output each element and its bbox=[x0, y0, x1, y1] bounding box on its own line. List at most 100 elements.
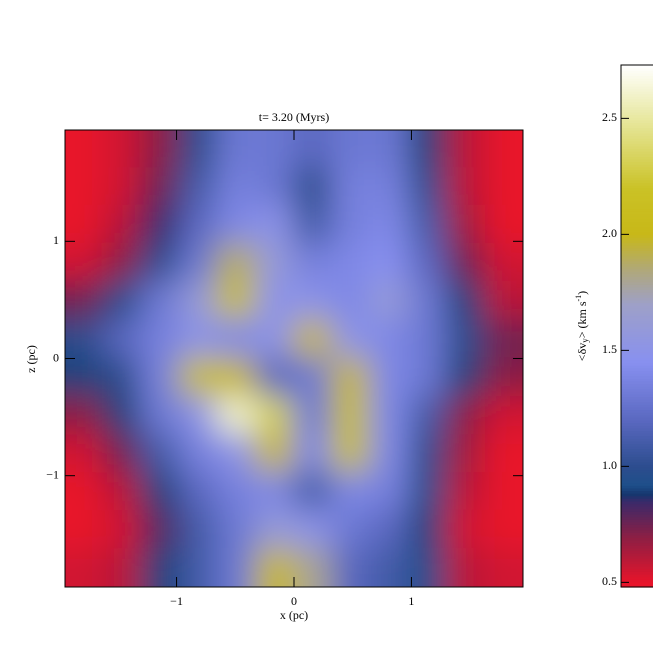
colorbar-strip bbox=[621, 78, 653, 82]
y-axis-label: z (pc) bbox=[24, 345, 38, 373]
colorbar-strip bbox=[621, 169, 653, 173]
heat-cell bbox=[292, 433, 333, 474]
colorbar-strip bbox=[621, 401, 653, 405]
heat-cell bbox=[369, 509, 410, 550]
colorbar-tick-label: 1.0 bbox=[602, 458, 617, 472]
colorbar-strip bbox=[621, 495, 653, 499]
colorbar-strip bbox=[621, 393, 653, 398]
heat-cell bbox=[102, 243, 143, 284]
heat-cell bbox=[292, 395, 333, 436]
heat-cell bbox=[445, 395, 486, 436]
colorbar-strip bbox=[621, 500, 653, 505]
colorbar-strip bbox=[621, 566, 653, 570]
heat-cell bbox=[292, 167, 333, 208]
heat-cell bbox=[65, 395, 104, 436]
heat-cell bbox=[65, 130, 104, 169]
heat-cell bbox=[216, 548, 257, 587]
colorbar-strip bbox=[621, 117, 653, 121]
colorbar-strip bbox=[621, 83, 653, 87]
colorbar-strip bbox=[621, 456, 653, 460]
heat-cell bbox=[255, 357, 296, 398]
heat-cell bbox=[292, 357, 333, 398]
heat-cell bbox=[407, 243, 448, 284]
heat-cell bbox=[445, 167, 486, 208]
heatmap-area bbox=[65, 130, 523, 587]
colorbar-strip bbox=[621, 148, 653, 152]
heat-cell bbox=[102, 167, 143, 208]
colorbar-strip bbox=[621, 91, 653, 95]
x-tick-label: 1 bbox=[408, 594, 414, 608]
colorbar-strip bbox=[621, 151, 653, 155]
colorbar-strip bbox=[621, 326, 653, 330]
heat-cell bbox=[102, 204, 143, 245]
colorbar-strip bbox=[621, 451, 653, 455]
colorbar-strip bbox=[621, 375, 653, 379]
colorbar-strip bbox=[621, 571, 653, 575]
colorbar-strip bbox=[621, 158, 653, 163]
colorbar-strip bbox=[621, 344, 653, 348]
colorbar-strip bbox=[621, 260, 653, 264]
heat-cell bbox=[102, 548, 143, 587]
colorbar-strip bbox=[621, 540, 653, 544]
colorbar-strip bbox=[621, 461, 653, 465]
colorbar-strip bbox=[621, 130, 653, 134]
colorbar-strip bbox=[621, 101, 653, 105]
colorbar-strip bbox=[621, 320, 653, 324]
heat-cell bbox=[65, 204, 104, 245]
colorbar-strip bbox=[621, 493, 653, 497]
colorbar-strip bbox=[621, 65, 653, 69]
colorbar-strip bbox=[621, 328, 653, 332]
colorbar-strip bbox=[621, 289, 653, 293]
heat-cell bbox=[292, 509, 333, 550]
y-tick-label: 0 bbox=[53, 350, 59, 364]
colorbar-strip bbox=[621, 513, 653, 518]
colorbar-tick-label: 0.5 bbox=[602, 574, 617, 588]
heat-cell bbox=[255, 130, 296, 169]
heat-cell bbox=[484, 357, 523, 398]
colorbar-strip bbox=[621, 341, 653, 345]
colorbar-strip bbox=[621, 412, 653, 416]
heat-cell bbox=[102, 472, 143, 513]
colorbar-strip bbox=[621, 67, 653, 71]
heat-cell bbox=[140, 433, 181, 474]
heat-cell bbox=[102, 433, 143, 474]
colorbar-strip bbox=[621, 545, 653, 549]
colorbar-strip bbox=[621, 573, 653, 578]
heat-cell bbox=[484, 548, 523, 587]
colorbar-strip bbox=[621, 190, 653, 194]
heat-cell bbox=[369, 472, 410, 513]
colorbar-strip bbox=[621, 464, 653, 468]
colorbar-tick-label: 2.0 bbox=[602, 226, 617, 240]
colorbar-strip bbox=[621, 268, 653, 272]
colorbar-strip bbox=[621, 177, 653, 181]
heat-cell bbox=[65, 509, 104, 550]
heat-cell bbox=[178, 130, 219, 169]
colorbar-strip bbox=[621, 164, 653, 168]
colorbar-strip bbox=[621, 284, 653, 288]
colorbar-label-part: <δv bbox=[575, 343, 589, 361]
colorbar-strip bbox=[621, 255, 653, 259]
heat-cell bbox=[369, 433, 410, 474]
heat-cell bbox=[407, 395, 448, 436]
colorbar-strip bbox=[621, 414, 653, 418]
heat-cell bbox=[255, 167, 296, 208]
colorbar-strip bbox=[621, 323, 653, 327]
colorbar-strip bbox=[621, 265, 653, 270]
heat-cell bbox=[484, 509, 523, 550]
colorbar-label-part: y bbox=[580, 338, 590, 343]
colorbar-strip bbox=[621, 506, 653, 510]
colorbar-strip bbox=[621, 433, 653, 437]
heat-cell bbox=[407, 204, 448, 245]
heat-cell bbox=[331, 509, 372, 550]
x-axis-label: x (pc) bbox=[280, 608, 308, 622]
colorbar-strip bbox=[621, 104, 653, 108]
colorbar-strip bbox=[621, 386, 653, 390]
heat-cell bbox=[484, 167, 523, 208]
colorbar-strip bbox=[621, 294, 653, 298]
heat-cell bbox=[178, 433, 219, 474]
heat-cell bbox=[140, 130, 181, 169]
colorbar-strip bbox=[621, 537, 653, 541]
colorbar-strip bbox=[621, 516, 653, 520]
heat-cell bbox=[140, 243, 181, 284]
colorbar-strip bbox=[621, 581, 653, 585]
